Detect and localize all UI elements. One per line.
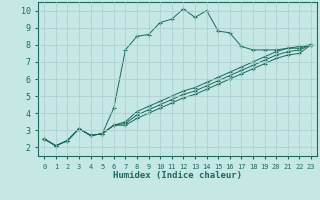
- X-axis label: Humidex (Indice chaleur): Humidex (Indice chaleur): [113, 171, 242, 180]
